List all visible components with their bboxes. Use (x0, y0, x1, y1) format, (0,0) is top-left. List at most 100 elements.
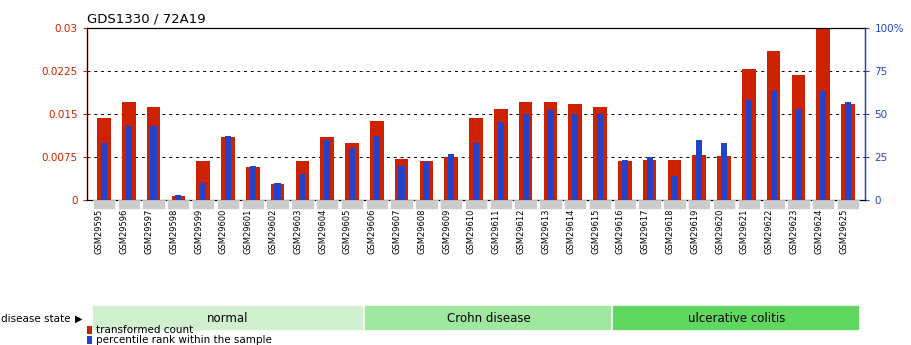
FancyBboxPatch shape (738, 200, 760, 209)
Bar (246, 167, 260, 200)
Text: GSM29615: GSM29615 (591, 209, 600, 254)
FancyBboxPatch shape (364, 305, 612, 331)
Bar (349, 148, 355, 200)
Text: GSM29599: GSM29599 (194, 209, 203, 254)
FancyBboxPatch shape (118, 200, 140, 209)
Bar (221, 137, 235, 200)
Bar (299, 174, 305, 200)
FancyBboxPatch shape (415, 200, 437, 209)
FancyBboxPatch shape (365, 200, 388, 209)
FancyBboxPatch shape (489, 200, 512, 209)
Bar (87, 336, 92, 344)
Text: GSM29620: GSM29620 (715, 209, 724, 254)
Bar (171, 196, 185, 200)
Bar (647, 157, 653, 200)
FancyBboxPatch shape (812, 200, 834, 209)
FancyBboxPatch shape (763, 200, 785, 209)
Text: ▶: ▶ (75, 314, 82, 324)
FancyBboxPatch shape (663, 200, 686, 209)
Bar (497, 122, 504, 200)
Bar (295, 161, 309, 200)
Bar (621, 160, 628, 200)
Bar (572, 114, 578, 200)
Bar (420, 161, 434, 200)
Bar (225, 136, 231, 200)
Text: ulcerative colitis: ulcerative colitis (688, 312, 785, 325)
Text: normal: normal (207, 312, 249, 325)
Bar (792, 75, 805, 200)
Bar (771, 91, 777, 200)
Text: percentile rank within the sample: percentile rank within the sample (96, 335, 271, 345)
Text: GSM29603: GSM29603 (293, 209, 302, 254)
Bar (692, 155, 706, 200)
Text: GSM29610: GSM29610 (467, 209, 476, 254)
FancyBboxPatch shape (639, 200, 660, 209)
FancyBboxPatch shape (217, 200, 239, 209)
Bar (717, 156, 731, 200)
FancyBboxPatch shape (91, 305, 364, 331)
FancyBboxPatch shape (564, 200, 587, 209)
Text: GSM29605: GSM29605 (343, 209, 352, 254)
Text: GSM29597: GSM29597 (145, 209, 154, 254)
FancyBboxPatch shape (465, 200, 487, 209)
FancyBboxPatch shape (93, 200, 115, 209)
Bar (721, 143, 727, 200)
FancyBboxPatch shape (614, 200, 636, 209)
Bar (101, 143, 107, 200)
Bar (746, 100, 752, 200)
Bar (274, 183, 281, 200)
Bar (324, 140, 331, 200)
Bar (845, 102, 851, 200)
FancyBboxPatch shape (341, 200, 363, 209)
FancyBboxPatch shape (713, 200, 735, 209)
Bar (494, 109, 507, 200)
Bar (200, 183, 206, 200)
Text: GSM29604: GSM29604 (318, 209, 327, 254)
Bar (523, 114, 528, 200)
Bar (742, 69, 756, 200)
FancyBboxPatch shape (266, 200, 289, 209)
Bar (448, 154, 455, 200)
Text: GSM29606: GSM29606 (368, 209, 377, 254)
Bar (518, 102, 532, 200)
Text: GSM29616: GSM29616 (616, 209, 625, 254)
Text: GSM29621: GSM29621 (740, 209, 749, 254)
FancyBboxPatch shape (440, 200, 463, 209)
Text: GSM29612: GSM29612 (517, 209, 526, 254)
Bar (671, 176, 678, 200)
Bar (469, 118, 483, 200)
Bar (398, 166, 404, 200)
FancyBboxPatch shape (292, 200, 313, 209)
Text: GSM29600: GSM29600 (219, 209, 228, 254)
Text: GSM29595: GSM29595 (95, 209, 104, 254)
Bar (175, 195, 181, 200)
Text: GSM29625: GSM29625 (839, 209, 848, 254)
Text: GSM29611: GSM29611 (492, 209, 501, 254)
Bar (473, 143, 479, 200)
Text: GSM29598: GSM29598 (169, 209, 179, 254)
Bar (271, 184, 284, 200)
Bar (321, 137, 334, 200)
Bar (370, 121, 384, 200)
Text: GSM29619: GSM29619 (691, 209, 700, 254)
Text: GSM29602: GSM29602 (269, 209, 278, 254)
Text: GSM29607: GSM29607 (393, 209, 402, 254)
FancyBboxPatch shape (612, 305, 861, 331)
Bar (767, 51, 781, 200)
Text: GSM29608: GSM29608 (417, 209, 426, 254)
Text: GSM29624: GSM29624 (814, 209, 824, 254)
FancyBboxPatch shape (539, 200, 561, 209)
Bar (126, 126, 132, 200)
Text: disease state: disease state (1, 314, 70, 324)
FancyBboxPatch shape (316, 200, 338, 209)
Text: GSM29623: GSM29623 (790, 209, 798, 254)
Text: GSM29614: GSM29614 (567, 209, 575, 254)
Bar (424, 162, 429, 200)
Bar (668, 160, 681, 200)
Text: GDS1330 / 72A19: GDS1330 / 72A19 (87, 12, 205, 25)
FancyBboxPatch shape (837, 200, 859, 209)
Bar (250, 166, 256, 200)
Bar (820, 91, 826, 200)
Bar (816, 28, 830, 200)
FancyBboxPatch shape (241, 200, 264, 209)
